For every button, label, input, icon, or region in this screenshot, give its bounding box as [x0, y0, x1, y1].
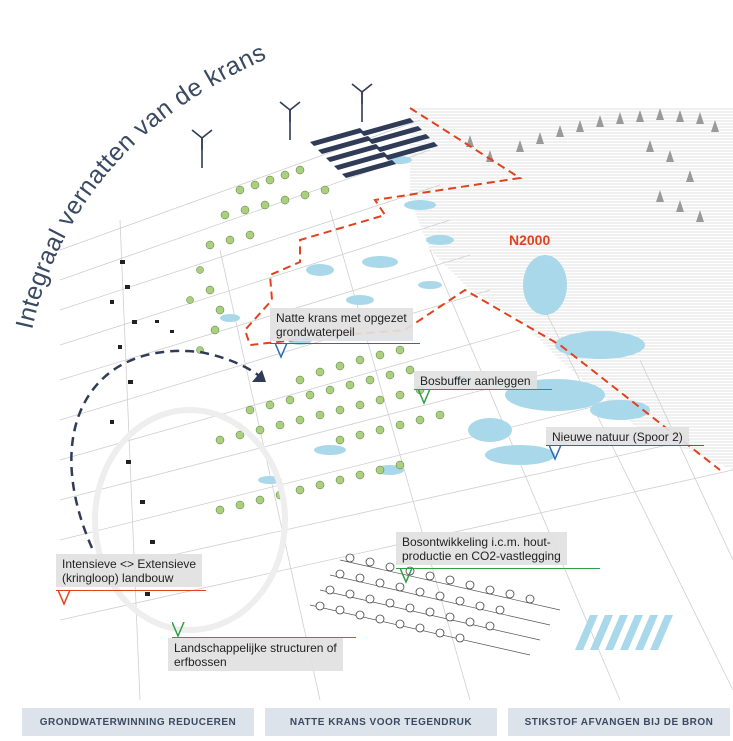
callout-landschap-pointer: [172, 622, 185, 638]
callout-natte-krans-underline: [270, 343, 420, 344]
callout-bosbuffer: Bosbuffer aanleggen: [414, 371, 537, 390]
footer-item-natte-krans-label: NATTE KRANS VOOR TEGENDRUK: [289, 716, 473, 728]
footer-item-natte-krans: NATTE KRANS VOOR TEGENDRUK: [265, 708, 497, 736]
tree-rows: [186, 165, 445, 515]
callout-bosontwikkeling-line1: Bosontwikkeling i.c.m. hout-: [402, 535, 551, 549]
footer-item-grondwaterwinning-label: GRONDWATERWINNING REDUCEREN: [39, 716, 237, 728]
callout-landschap-underline: [172, 637, 356, 638]
plantation-trees: [315, 553, 535, 643]
callout-landschap-line2: erfbossen: [174, 655, 227, 669]
solar-field: [310, 118, 438, 178]
footer-item-stikstof-label: STIKSTOF AFVANGEN BIJ DE BRON: [524, 716, 714, 728]
striped-field: [575, 615, 673, 650]
callout-bosontwikkeling-line2: productie en CO2-vastlegging: [402, 549, 561, 563]
callout-intensieve-line2: (kringloop) landbouw: [62, 571, 174, 585]
callout-bosontwikkeling: Bosontwikkeling i.c.m. hout- productie e…: [396, 532, 567, 565]
callout-natte-krans-line2: grondwaterpeil: [276, 325, 355, 339]
callout-landschap-line1: Landschappelijke structuren of: [174, 641, 337, 655]
footer-item-grondwaterwinning: GRONDWATERWINNING REDUCEREN: [22, 708, 254, 736]
callout-natte-krans-line1: Natte krans met opgezet: [276, 311, 407, 325]
arrow-head-icon: [252, 370, 266, 382]
callout-intensieve: Intensieve <> Extensieve (kringloop) lan…: [56, 554, 203, 587]
callout-natte-krans-pointer: [275, 343, 288, 359]
callout-bosbuffer-text: Bosbuffer aanleggen: [420, 374, 531, 388]
callout-nieuwe-natuur-text: Nieuwe natuur (Spoor 2): [552, 430, 683, 444]
callout-bosontwikkeling-pointer: [400, 568, 413, 584]
farm-buildings: [110, 260, 174, 596]
faint-circle: [92, 407, 288, 633]
callout-intensieve-pointer: [58, 590, 71, 606]
flow-arrow: [70, 349, 263, 549]
callout-natte-krans: Natte krans met opgezet grondwaterpeil: [270, 308, 413, 341]
callout-landschap: Landschappelijke structuren of erfbossen: [168, 638, 343, 671]
plantation-rows: [309, 559, 561, 656]
page-title: Integraal vernatten van de krans: [11, 38, 271, 331]
callout-nieuwe-natuur: Nieuwe natuur (Spoor 2): [546, 427, 689, 446]
callout-nieuwe-natuur-underline: [546, 445, 704, 446]
callout-intensieve-line1: Intensieve <> Extensieve: [62, 557, 197, 571]
callout-bosontwikkeling-underline: [396, 568, 600, 569]
callout-intensieve-underline: [56, 590, 206, 591]
footer-item-stikstof: STIKSTOF AFVANGEN BIJ DE BRON: [508, 708, 730, 736]
n2000-area: [410, 108, 733, 470]
callout-bosbuffer-pointer: [418, 389, 431, 405]
callout-nieuwe-natuur-pointer: [549, 445, 562, 461]
n2000-label: N2000: [509, 232, 551, 248]
wind-turbines: [191, 83, 373, 168]
callout-bosbuffer-underline: [414, 389, 552, 390]
